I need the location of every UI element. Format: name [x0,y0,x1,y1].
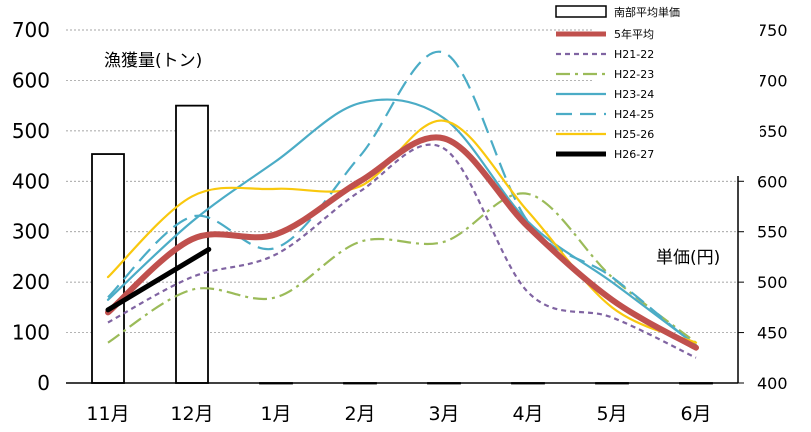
series-line [106,98,698,347]
bar [91,153,125,384]
series-line [107,192,697,344]
x-tick-label: 1月 [260,403,291,425]
line-series [105,50,699,359]
right-y-ticks: 400 450 500 550 600 650 700 750 [738,21,788,393]
legend: 南部平均単価 5年平均 H21-22 H22-23 H23-24 H24-25 H25-26… [555,0,760,176]
series-line [106,119,698,344]
left-tick-label: 400 [12,169,50,193]
series-line [105,246,212,313]
left-tick-label: 200 [12,270,50,294]
left-tick-label: 100 [12,321,50,345]
legend-label: 5年平均 [614,27,654,41]
right-tick-label: 450 [757,324,788,343]
left-axis-label: 漁獲量(トン) [104,51,202,71]
right-tick-label: 650 [757,122,788,141]
x-tick-label: 2月 [344,403,375,425]
right-tick-label: 400 [757,374,788,393]
right-tick-label: 550 [757,223,788,242]
x-tick-label: 4月 [512,403,543,425]
left-tick-label: 0 [37,371,50,395]
legend-label: H22-23 [614,68,654,81]
left-tick-label: 300 [12,220,50,244]
right-tick-label: 600 [757,172,788,191]
x-tick-label: 12月 [170,403,213,425]
x-tick-labels: 11月 12月 1月 2月 3月 4月 5月 6月 [86,403,711,425]
legend-label: H26-27 [614,148,654,161]
legend-label: H23-24 [614,88,654,101]
legend-label: H24-25 [614,108,654,121]
left-tick-label: 600 [12,68,50,92]
legend-label: H21-22 [614,48,654,61]
series-line [105,134,699,351]
legend-label: H25-26 [614,128,654,141]
right-tick-label: 700 [757,71,788,90]
left-tick-label: 700 [12,18,50,42]
series-line [107,50,697,348]
legend-label: 南部平均単価 [614,5,680,19]
left-y-ticks: 0 100 200 300 400 500 600 700 [12,18,50,395]
x-tick-label: 5月 [596,403,627,425]
legend-bar-swatch [555,5,607,18]
right-tick-label: 750 [757,21,788,40]
right-tick-label: 500 [757,273,788,292]
x-tick-label: 11月 [86,403,129,425]
left-tick-label: 500 [12,119,50,143]
x-tick-label: 3月 [428,403,459,425]
series-line [107,143,697,359]
x-tick-label: 6月 [680,403,711,425]
right-axis-label: 単価(円) [656,248,720,268]
